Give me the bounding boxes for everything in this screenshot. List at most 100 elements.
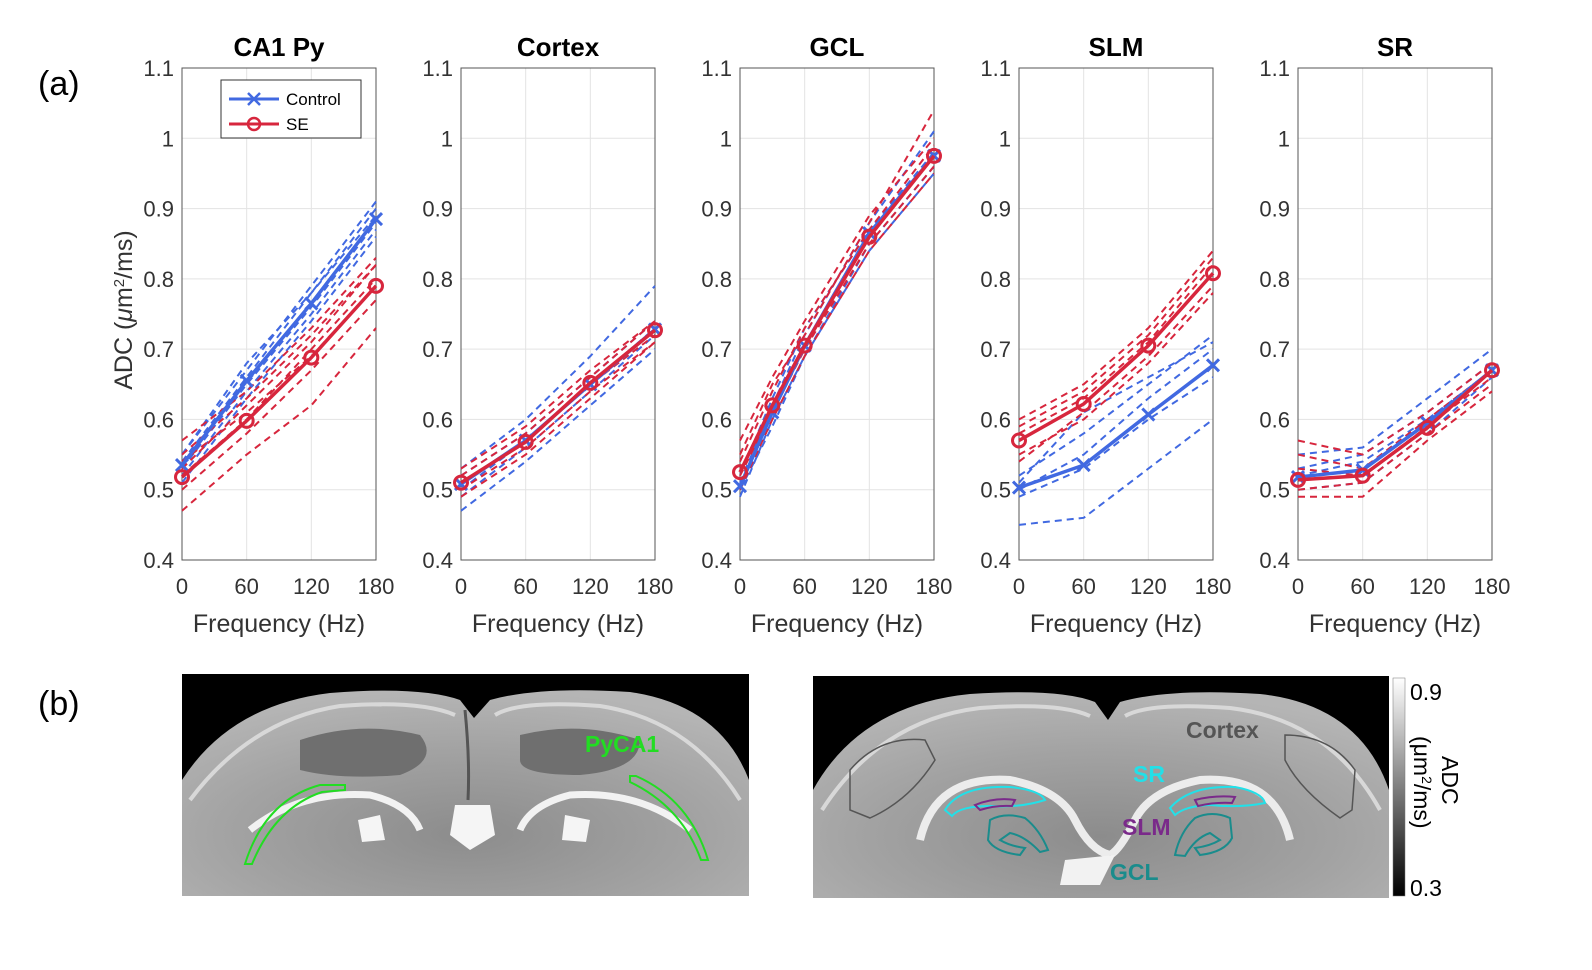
y-tick-label: 0.9 bbox=[980, 197, 1011, 222]
series-se-line bbox=[738, 154, 936, 473]
individual-se-line bbox=[1297, 362, 1493, 456]
individual-control-line bbox=[739, 165, 935, 491]
data-point-se bbox=[732, 464, 748, 481]
y-tick-label: 0.8 bbox=[422, 267, 453, 292]
panel-b-label: (b) bbox=[38, 685, 80, 723]
series-control-line bbox=[1018, 363, 1215, 490]
y-tick-label: 0.6 bbox=[701, 407, 732, 432]
brain-right-cortex-edge-right bbox=[1124, 704, 1382, 811]
legend: Control SE bbox=[220, 79, 362, 139]
colorbar-max: 0.9 bbox=[1410, 679, 1442, 705]
y-tick-label: 1 bbox=[441, 126, 453, 151]
slm-roi-left bbox=[973, 798, 1017, 812]
brain-right-tissue bbox=[813, 692, 1389, 898]
slm-roi-right bbox=[1193, 795, 1237, 808]
x-tick-label: 60 bbox=[1071, 574, 1095, 599]
data-point-control bbox=[174, 458, 190, 473]
data-point-control bbox=[1420, 415, 1435, 431]
data-point-se bbox=[303, 349, 320, 366]
brain-left-ventricle bbox=[450, 805, 495, 850]
slm-label: SLM bbox=[1122, 814, 1171, 840]
y-tick-label: 0.4 bbox=[422, 548, 453, 573]
x-tick-label: 120 bbox=[1130, 574, 1167, 599]
individual-se-line bbox=[181, 327, 377, 512]
x-axis-label: Frequency (Hz) bbox=[751, 610, 923, 638]
brain-left-cortex-edge bbox=[188, 702, 456, 802]
sr-roi-right bbox=[1168, 785, 1267, 817]
brain-image-right: Cortex SR SLM GCL bbox=[813, 676, 1389, 898]
cortex-roi-left bbox=[849, 738, 936, 819]
individual-se-line bbox=[181, 257, 377, 442]
individual-se-line bbox=[739, 172, 935, 491]
chart-title: Cortex bbox=[517, 32, 600, 62]
data-point-se bbox=[368, 277, 384, 294]
individual-control-line bbox=[1018, 334, 1214, 477]
brain-left-ventricle-3 bbox=[562, 815, 590, 842]
colorbar-label: ADC (μm2/ms) bbox=[1409, 736, 1463, 829]
gcl-label: GCL bbox=[1110, 859, 1159, 885]
chart-sr: 0.4 0.5 0.6 0.7 0.8 0.9 1 1.1 0 60 120 180 SR Frequen… bbox=[1259, 32, 1510, 638]
cortex-label: Cortex bbox=[1186, 717, 1259, 743]
y-tick-label: 1 bbox=[162, 126, 174, 151]
series-control-line bbox=[1297, 368, 1494, 479]
y-tick-label: 0.8 bbox=[1259, 267, 1290, 292]
data-point-se bbox=[764, 397, 781, 414]
plot-frame bbox=[1297, 67, 1493, 561]
y-tick-label: 0.5 bbox=[143, 478, 174, 503]
individual-control-line bbox=[181, 229, 377, 477]
data-point-control bbox=[1076, 458, 1091, 473]
series-control-line bbox=[738, 154, 936, 487]
individual-se-line bbox=[460, 320, 656, 470]
colorbar-min: 0.3 bbox=[1410, 875, 1442, 901]
y-tick-label: 1 bbox=[720, 126, 732, 151]
legend-se-marker bbox=[246, 116, 262, 132]
data-point-se bbox=[796, 337, 813, 354]
brain-left-dark-region bbox=[300, 728, 427, 777]
data-point-se bbox=[1011, 432, 1027, 449]
individual-control-line bbox=[1018, 418, 1214, 526]
y-tick-label: 0.4 bbox=[143, 548, 174, 573]
individual-control-line bbox=[181, 207, 377, 463]
gcl-roi-right bbox=[1173, 813, 1234, 858]
individual-control-line bbox=[460, 334, 656, 498]
x-tick-label: 120 bbox=[572, 574, 609, 599]
x-tick-label: 180 bbox=[916, 574, 953, 599]
individual-se-line bbox=[1018, 285, 1214, 463]
individual-se-line bbox=[181, 264, 377, 456]
legend-box bbox=[220, 79, 362, 139]
chart-title: GCL bbox=[810, 32, 865, 62]
data-point-control bbox=[304, 296, 319, 311]
data-point-se bbox=[1075, 395, 1092, 412]
data-point-se bbox=[1419, 419, 1436, 436]
data-point-se bbox=[647, 322, 663, 339]
brain-left-midline bbox=[463, 709, 471, 801]
individual-se-line bbox=[460, 341, 656, 498]
individual-se-line bbox=[181, 264, 377, 470]
pyca1-label: PyCA1 bbox=[585, 731, 659, 757]
individual-se-line bbox=[1297, 376, 1493, 477]
data-point-se bbox=[174, 469, 190, 486]
x-tick-label: 60 bbox=[792, 574, 816, 599]
y-tick-label: 0.7 bbox=[980, 337, 1011, 362]
individual-control-line bbox=[1297, 369, 1493, 477]
x-tick-label: 0 bbox=[1292, 574, 1304, 599]
y-tick-label: 0.4 bbox=[1259, 548, 1290, 573]
brain-right-white-tract bbox=[916, 775, 1112, 859]
individual-control-line bbox=[739, 172, 935, 498]
individual-se-line bbox=[460, 320, 656, 477]
brain-left-dark-region-right bbox=[520, 728, 640, 775]
y-tick-label: 0.7 bbox=[701, 337, 732, 362]
data-point-se bbox=[926, 147, 942, 164]
individual-control-line bbox=[1018, 376, 1214, 498]
x-tick-label: 0 bbox=[734, 574, 746, 599]
y-tick-label: 0.8 bbox=[143, 267, 174, 292]
y-tick-label: 1.1 bbox=[980, 56, 1011, 81]
chart-title: SR bbox=[1377, 32, 1413, 62]
y-axis-label: ADC (μm2/ms) bbox=[110, 230, 138, 390]
x-tick-label: 180 bbox=[1474, 574, 1511, 599]
individual-se-line bbox=[739, 137, 935, 441]
x-tick-label: 120 bbox=[851, 574, 888, 599]
x-axis-label: Frequency (Hz) bbox=[1030, 610, 1202, 638]
chart-title: SLM bbox=[1089, 32, 1144, 62]
individual-control-line bbox=[1297, 348, 1493, 456]
